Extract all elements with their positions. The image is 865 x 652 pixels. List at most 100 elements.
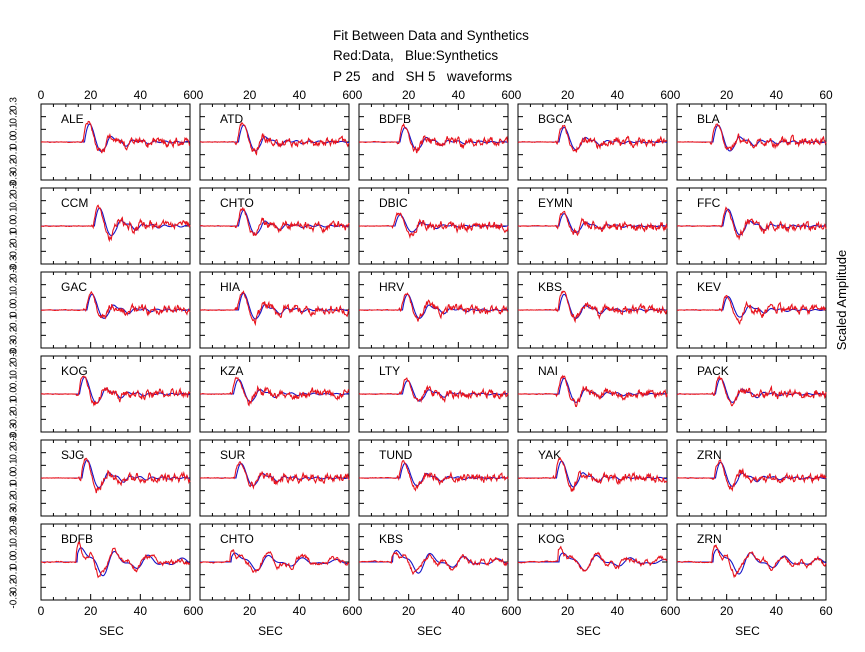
y-tick-label: 0.2	[9, 193, 20, 207]
x-tick-label-top: 20	[243, 88, 257, 102]
x-tick-label-bottom: 0	[515, 604, 522, 618]
synthetic-trace	[41, 376, 191, 404]
y-tick-label: 0.1	[9, 458, 20, 472]
x-tick-label-bottom: 20	[720, 604, 734, 618]
synthetic-trace	[41, 293, 190, 319]
station-label: BDFB	[61, 532, 93, 546]
y-tick-label: 0.2	[9, 361, 20, 375]
station-label: KBS	[538, 280, 562, 294]
station-label: TUND	[379, 448, 413, 462]
x-tick-label-bottom: 60	[819, 604, 833, 618]
panel-4-1: SUR	[199, 439, 350, 517]
x-tick-label-bottom: 0	[197, 604, 204, 618]
panel-2-4: KEV	[676, 271, 827, 349]
synthetic-trace	[359, 380, 509, 402]
y-tick-label: 0.1	[9, 374, 20, 388]
station-label: LTY	[379, 364, 400, 378]
y-axis-label: Scaled Amplitude	[834, 250, 849, 350]
y-tick-label: 0.2	[9, 277, 20, 291]
station-label: YAK	[538, 448, 561, 462]
synthetic-trace	[518, 126, 668, 151]
x-tick-label-bottom: 40	[134, 604, 148, 618]
panel-3-4: PACK	[676, 355, 827, 433]
station-label: HIA	[220, 280, 240, 294]
data-trace	[358, 551, 509, 576]
panel-2-3: KBS	[517, 271, 668, 349]
station-label: KOG	[61, 364, 88, 378]
y-tick-label: 0.1	[9, 542, 20, 556]
panel-1-4: FFC	[676, 187, 827, 265]
x-tick-label-bottom: 20	[84, 604, 98, 618]
station-label: SJG	[61, 448, 84, 462]
x-tick-label-top: 20	[561, 88, 575, 102]
synthetic-trace	[200, 209, 350, 235]
y-tick-label: -0.3	[9, 591, 20, 609]
y-tick-label: 0.3	[9, 181, 20, 195]
panel-4-4: ZRN	[676, 439, 827, 517]
synthetic-trace	[518, 377, 668, 403]
synthetic-trace	[41, 123, 191, 153]
data-trace	[199, 461, 350, 490]
x-tick-label-top: 40	[611, 88, 625, 102]
data-trace	[199, 122, 350, 156]
data-trace	[517, 124, 668, 153]
data-trace	[359, 211, 509, 239]
data-trace	[199, 206, 350, 237]
y-tick-label: 0.0	[9, 219, 20, 233]
y-tick-label: -0.1	[9, 146, 20, 164]
panel-2-0: 0.30.20.10.0-0.1-0.2-0.3 GAC	[9, 265, 191, 357]
y-tick-label: -0.2	[9, 242, 20, 260]
station-label: KEV	[697, 280, 721, 294]
x-tick-label-top: 0	[38, 88, 45, 102]
y-tick-label: 0.2	[9, 445, 20, 459]
panel-5-0: 0.30.20.10.0-0.1-0.2-0.3 0 20 40 60 SEC BDFB	[9, 517, 197, 638]
x-tick-label-bottom: 60	[183, 604, 197, 618]
y-tick-label: -0.2	[9, 158, 20, 176]
x-tick-label-top: 60	[660, 88, 674, 102]
synthetic-trace	[41, 459, 191, 489]
y-tick-label: 0.0	[9, 387, 20, 401]
figure-title: Fit Between Data and Synthetics Red:Data…	[333, 28, 529, 84]
x-tick-label-top: 0	[356, 88, 363, 102]
data-trace	[677, 206, 827, 241]
y-tick-label: 0.3	[9, 97, 20, 111]
panel-4-3: YAK	[517, 439, 668, 517]
station-label: PACK	[697, 364, 729, 378]
data-trace	[358, 460, 509, 492]
panel-0-2: 0 20 40 60 BDFB	[356, 88, 515, 181]
x-axis-label: SEC	[576, 624, 601, 638]
y-tick-label: 0.0	[9, 135, 20, 149]
panel-5-2: 0 20 40 60 SEC KBS	[356, 523, 515, 638]
station-label: CHTO	[220, 532, 254, 546]
y-tick-label: -0.3	[9, 339, 20, 357]
station-label: CHTO	[220, 196, 254, 210]
x-axis-label: SEC	[99, 624, 124, 638]
station-label: FFC	[697, 196, 721, 210]
title-line-1: Fit Between Data and Synthetics	[333, 28, 529, 43]
synthetic-trace	[677, 461, 827, 487]
data-trace	[358, 292, 509, 322]
data-trace	[517, 290, 668, 324]
data-trace	[358, 377, 509, 404]
x-tick-label-bottom: 0	[356, 604, 363, 618]
x-tick-label-bottom: 20	[561, 604, 575, 618]
data-trace	[41, 540, 190, 579]
panel-5-3: 0 20 40 60 SEC KOG	[515, 523, 674, 638]
x-tick-label-top: 0	[515, 88, 522, 102]
panel-2-1: HIA	[199, 271, 350, 349]
x-tick-label-top: 0	[674, 88, 681, 102]
y-tick-label: 0.0	[9, 555, 20, 569]
panel-2-2: HRV	[358, 271, 509, 349]
panel-3-2: LTY	[358, 355, 509, 433]
x-tick-label-top: 40	[293, 88, 307, 102]
x-tick-label-top: 60	[342, 88, 356, 102]
panel-4-0: 0.30.20.10.0-0.1-0.2-0.3 SJG	[9, 433, 191, 525]
x-tick-label-bottom: 0	[38, 604, 45, 618]
panel-0-4: 0 20 40 60 BLA	[674, 88, 833, 181]
x-tick-label-bottom: 60	[501, 604, 515, 618]
station-label: GAC	[61, 280, 87, 294]
panel-4-2: TUND	[358, 439, 509, 517]
station-label: ZRN	[697, 532, 722, 546]
synthetic-trace	[677, 208, 826, 236]
